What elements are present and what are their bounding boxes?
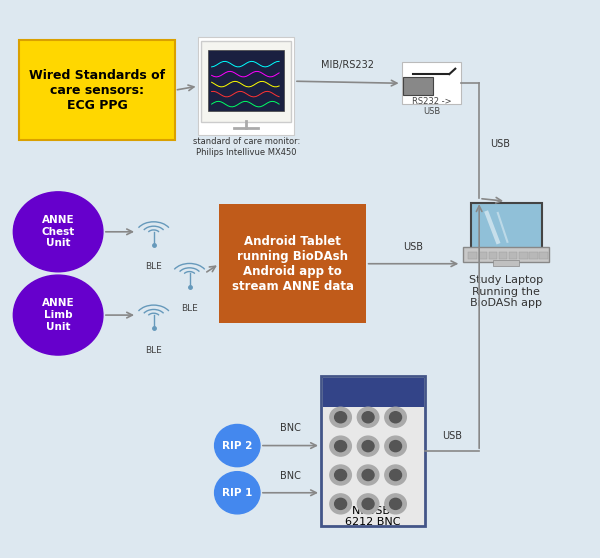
Text: USB: USB — [403, 242, 424, 252]
Ellipse shape — [13, 275, 103, 355]
Circle shape — [335, 498, 347, 509]
FancyBboxPatch shape — [208, 50, 284, 111]
Circle shape — [389, 469, 401, 480]
FancyBboxPatch shape — [19, 40, 175, 140]
Circle shape — [389, 498, 401, 509]
Circle shape — [362, 498, 374, 509]
Text: standard of care monitor:
Philips Intellivue MX450: standard of care monitor: Philips Intell… — [193, 137, 300, 157]
FancyBboxPatch shape — [220, 204, 365, 324]
Text: ANNE
Chest
Unit: ANNE Chest Unit — [41, 215, 75, 248]
FancyBboxPatch shape — [401, 62, 461, 104]
Text: NI USB-
6212 BNC: NI USB- 6212 BNC — [346, 506, 401, 527]
FancyBboxPatch shape — [470, 203, 542, 249]
FancyBboxPatch shape — [469, 252, 477, 259]
Text: BNC: BNC — [280, 424, 301, 434]
Circle shape — [362, 412, 374, 423]
Circle shape — [358, 494, 379, 514]
Circle shape — [389, 441, 401, 451]
Text: BLE: BLE — [145, 345, 162, 355]
Circle shape — [358, 407, 379, 427]
Circle shape — [215, 425, 260, 466]
Circle shape — [385, 407, 406, 427]
Text: BNC: BNC — [280, 470, 301, 480]
FancyBboxPatch shape — [403, 77, 433, 95]
Circle shape — [358, 465, 379, 485]
Text: BLE: BLE — [181, 304, 198, 313]
Circle shape — [335, 469, 347, 480]
Text: Android Tablet
running BioDAsh
Android app to
stream ANNE data: Android Tablet running BioDAsh Android a… — [232, 235, 353, 293]
Text: RS232 ->
USB: RS232 -> USB — [412, 97, 451, 116]
Circle shape — [389, 412, 401, 423]
FancyBboxPatch shape — [519, 252, 527, 259]
Circle shape — [385, 436, 406, 456]
FancyBboxPatch shape — [489, 252, 497, 259]
Circle shape — [335, 412, 347, 423]
FancyBboxPatch shape — [479, 252, 487, 259]
FancyBboxPatch shape — [463, 247, 549, 262]
Circle shape — [335, 441, 347, 451]
Text: MIB/RS232: MIB/RS232 — [321, 60, 374, 70]
Text: ANNE
Limb
Unit: ANNE Limb Unit — [42, 299, 74, 331]
FancyBboxPatch shape — [321, 376, 425, 526]
FancyBboxPatch shape — [202, 41, 291, 122]
Circle shape — [215, 472, 260, 514]
Text: Study Laptop
Running the
BioDASh app: Study Laptop Running the BioDASh app — [469, 275, 543, 309]
FancyBboxPatch shape — [199, 37, 294, 134]
Circle shape — [362, 469, 374, 480]
Circle shape — [385, 494, 406, 514]
Text: RIP 2: RIP 2 — [222, 441, 253, 450]
Circle shape — [385, 465, 406, 485]
Circle shape — [358, 436, 379, 456]
FancyBboxPatch shape — [529, 252, 538, 259]
FancyBboxPatch shape — [539, 252, 548, 259]
Circle shape — [330, 436, 352, 456]
Text: USB: USB — [490, 139, 510, 148]
Text: RIP 1: RIP 1 — [222, 488, 253, 498]
Circle shape — [330, 465, 352, 485]
FancyBboxPatch shape — [493, 260, 519, 266]
FancyBboxPatch shape — [323, 378, 424, 407]
Circle shape — [330, 407, 352, 427]
Text: Wired Standards of
care sensors:
ECG PPG: Wired Standards of care sensors: ECG PPG — [29, 69, 165, 112]
Text: BLE: BLE — [145, 262, 162, 271]
Text: USB: USB — [442, 431, 462, 441]
Circle shape — [330, 494, 352, 514]
FancyBboxPatch shape — [499, 252, 507, 259]
FancyBboxPatch shape — [509, 252, 517, 259]
Circle shape — [362, 441, 374, 451]
Ellipse shape — [13, 192, 103, 272]
